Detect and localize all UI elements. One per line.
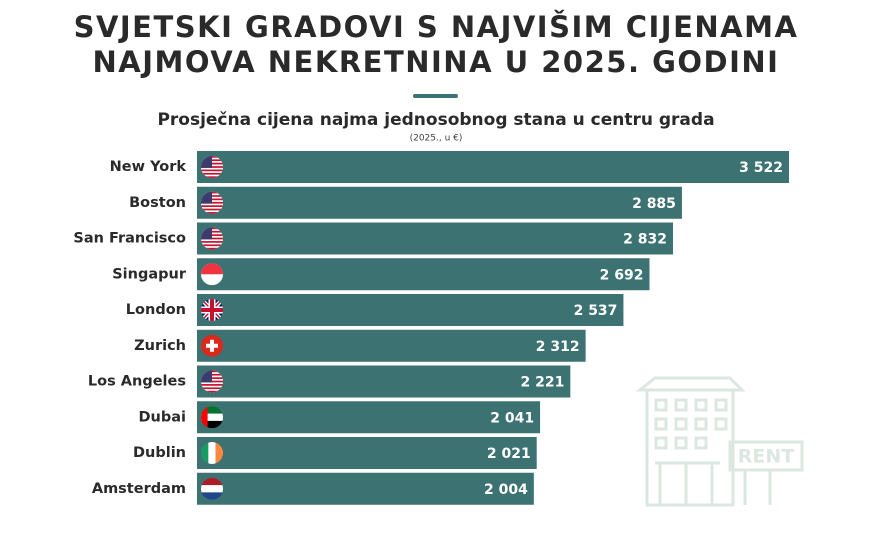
subtitle: Prosječna cijena najma jednosobnog stana… <box>157 110 714 130</box>
flag-part <box>201 413 223 421</box>
chart-title: SVJETSKI GRADOVI S NAJVIŠIM CIJENAMA <box>74 10 799 44</box>
flag-part <box>201 156 212 168</box>
chart-title: NAJMOVA NEKRETNINA U 2025. GODINI <box>93 45 780 79</box>
value-label: 2 885 <box>632 196 676 212</box>
category-label: Boston <box>129 195 186 211</box>
bar <box>197 151 789 183</box>
flag-icon <box>201 406 223 429</box>
value-label: 2 312 <box>536 339 580 355</box>
flag-icon <box>201 334 223 357</box>
category-label: Zurich <box>134 338 186 354</box>
flag-part <box>201 176 223 178</box>
flag-part <box>201 384 223 386</box>
flag-icon <box>201 442 223 464</box>
flag-part <box>201 406 223 414</box>
flag-part <box>201 442 209 464</box>
category-label: London <box>126 302 186 318</box>
flag-part <box>201 241 223 243</box>
category-label: San Francisco <box>73 231 186 247</box>
flag-part <box>210 339 214 352</box>
flag-part <box>208 442 216 464</box>
flag-icon <box>201 477 223 500</box>
bar <box>197 222 674 255</box>
flag-part <box>201 172 223 175</box>
flag-part <box>201 208 223 211</box>
bar <box>197 329 586 362</box>
note: (2025., u €) <box>410 134 463 144</box>
value-label: 2 537 <box>574 303 618 319</box>
flag-part <box>201 244 223 247</box>
value-label: 2 041 <box>490 410 534 426</box>
flag-part <box>201 485 223 493</box>
bar <box>197 294 624 326</box>
flag-icon <box>201 370 223 393</box>
category-label: Dublin <box>133 445 186 461</box>
category-label: Singapur <box>112 266 187 282</box>
category-label: New York <box>110 159 187 175</box>
bar <box>197 437 537 469</box>
flag-part <box>201 406 208 429</box>
flag-icon <box>201 191 223 214</box>
bar <box>197 365 571 398</box>
flag-part <box>201 247 223 250</box>
category-label: Amsterdam <box>92 481 186 497</box>
value-label: 2 832 <box>623 232 667 248</box>
bar <box>197 401 541 434</box>
flag-icon <box>201 263 223 286</box>
flag-part <box>201 169 223 172</box>
flag-part <box>201 477 223 486</box>
flag-part <box>201 191 212 204</box>
flag-part <box>215 442 223 464</box>
building-illustration: RENT <box>635 376 804 507</box>
sign-text: RENT <box>738 446 795 468</box>
flag-icon <box>201 156 223 178</box>
flag-part <box>210 299 214 321</box>
flag-icon <box>201 299 223 321</box>
value-label: 2 692 <box>600 267 644 283</box>
value-label: 2 221 <box>520 375 564 391</box>
flag-part <box>201 420 223 429</box>
value-label: 2 004 <box>484 482 528 498</box>
category-label: Los Angeles <box>88 374 186 390</box>
flag-part <box>201 492 223 500</box>
flag-part <box>201 263 223 275</box>
value-label: 3 522 <box>739 160 783 176</box>
flag-icon <box>201 227 223 250</box>
flag-part <box>201 387 223 390</box>
flag-part <box>201 370 212 383</box>
value-label: 2 021 <box>487 446 531 462</box>
bar <box>197 472 534 505</box>
bar <box>197 258 650 291</box>
title-underline <box>413 94 458 98</box>
bar <box>197 186 682 219</box>
flag-part <box>201 390 223 393</box>
flag-part <box>201 212 223 214</box>
flag-part <box>201 205 223 207</box>
category-label: Dubai <box>139 409 187 425</box>
flag-part <box>201 227 212 240</box>
